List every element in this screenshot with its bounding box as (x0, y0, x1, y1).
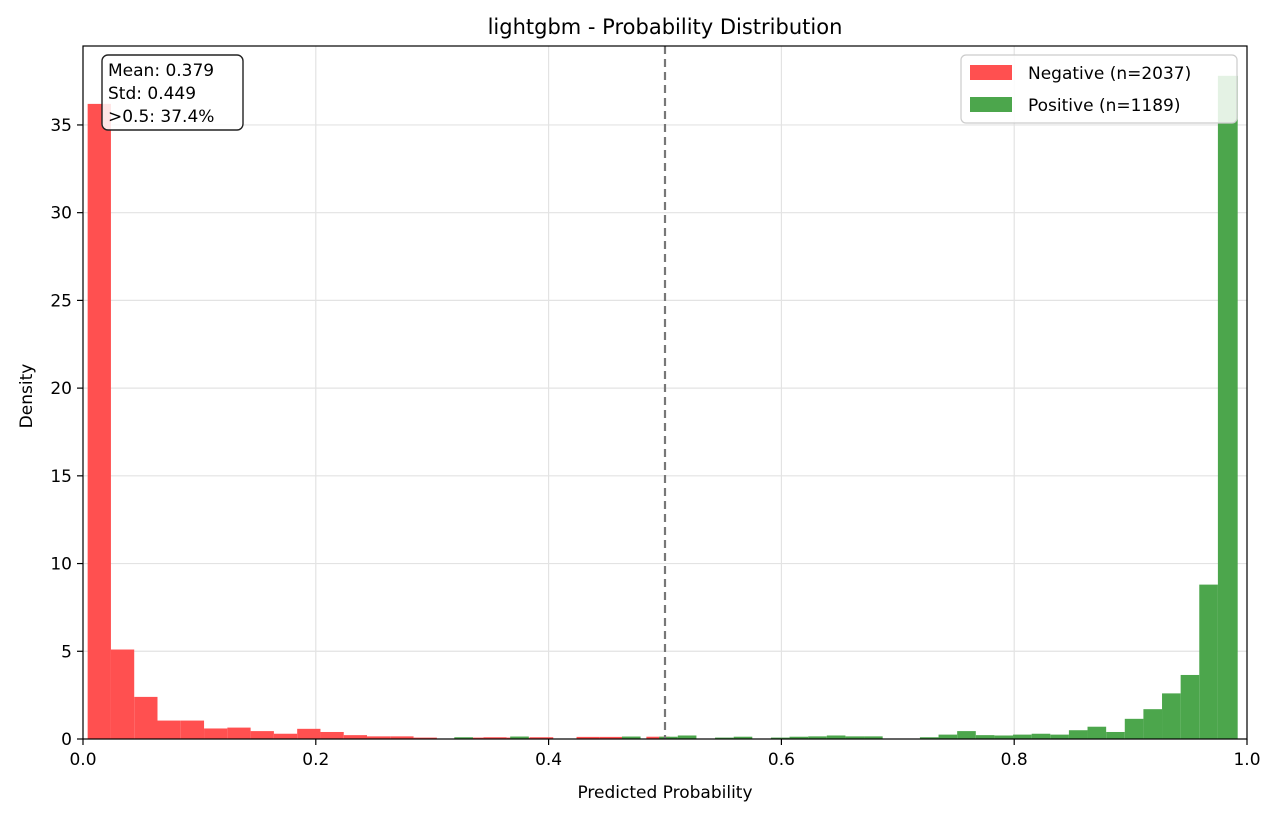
x-tick-label: 0.4 (535, 750, 562, 770)
positive-bar (1124, 718, 1144, 739)
stats-box: Mean: 0.379 Std: 0.449 >0.5: 37.4% (101, 54, 244, 131)
chart-title: lightgbm - Probability Distribution (488, 15, 843, 39)
negative-bar (180, 720, 205, 739)
x-tick-label: 0.6 (768, 750, 795, 770)
y-tick-label: 25 (50, 291, 72, 311)
negative-bar (134, 696, 158, 739)
positive-bar (1217, 75, 1238, 739)
x-tick-label: 0.8 (1001, 750, 1028, 770)
x-tick-label: 0.0 (69, 750, 96, 770)
positive-bar (938, 734, 958, 739)
y-axis-label: Density (17, 364, 37, 429)
legend-frame (960, 54, 1238, 124)
positive-bar (864, 736, 883, 739)
negative-bar (250, 731, 274, 739)
negative-bar (576, 736, 600, 739)
positive-bar (1050, 734, 1069, 739)
positive-bar (621, 736, 641, 739)
legend-swatch-negative (970, 65, 1012, 80)
x-axis-ticks: 0.0 0.2 0.4 0.6 0.8 1.0 (69, 739, 1261, 770)
negative-bar (320, 731, 344, 739)
positive-bar (659, 736, 678, 739)
positive-bar (1031, 733, 1051, 739)
y-tick-label: 0 (61, 730, 72, 750)
negative-bars (87, 103, 670, 740)
negative-bar (599, 736, 624, 739)
positive-bar (826, 735, 846, 739)
positive-bar (1013, 734, 1032, 739)
positive-bar (808, 736, 827, 739)
legend: Negative (n=2037) Positive (n=1189) (960, 54, 1238, 124)
positive-bar (770, 737, 790, 739)
negative-bar (413, 737, 437, 739)
positive-bar (454, 737, 473, 739)
negative-bar (483, 737, 507, 739)
positive-bar (677, 735, 697, 739)
legend-label-negative: Negative (n=2037) (1028, 64, 1191, 84)
positive-bar (1068, 730, 1088, 739)
stats-box-frame (101, 54, 244, 131)
positive-bar (845, 736, 865, 739)
y-tick-label: 15 (50, 467, 72, 487)
stats-above-threshold: >0.5: 37.4% (108, 107, 214, 127)
positive-bar (1087, 726, 1107, 739)
negative-bar (87, 103, 111, 740)
y-tick-label: 5 (61, 642, 72, 662)
negative-bar (110, 649, 135, 739)
positive-bar (1106, 731, 1125, 739)
positive-bar (975, 735, 995, 739)
negative-bar (343, 735, 368, 739)
positive-bar (1143, 709, 1163, 739)
negative-bar (227, 727, 251, 739)
positive-bar (957, 731, 976, 739)
positive-bar (994, 735, 1014, 739)
negative-bar (204, 728, 228, 739)
y-tick-label: 20 (50, 379, 72, 399)
y-tick-label: 35 (50, 116, 72, 136)
x-tick-label: 1.0 (1233, 750, 1260, 770)
negative-bar (297, 728, 321, 739)
negative-bar (529, 737, 554, 739)
negative-bar (273, 733, 298, 739)
positive-bar (715, 737, 734, 739)
negative-bar (390, 736, 414, 739)
positive-bar (789, 736, 809, 739)
legend-swatch-positive (970, 97, 1012, 112)
positive-bar (1199, 584, 1218, 739)
positive-bar (1180, 674, 1200, 739)
y-axis-ticks: 0 5 10 15 20 25 30 35 (50, 116, 83, 750)
positive-bar (733, 736, 753, 739)
negative-bar (646, 736, 670, 739)
plot-frame (82, 45, 1248, 740)
histogram-bars (87, 75, 1238, 740)
legend-label-positive: Positive (n=1189) (1028, 96, 1181, 116)
negative-bar (367, 736, 391, 739)
stats-std: Std: 0.449 (108, 84, 196, 104)
x-tick-label: 0.2 (302, 750, 329, 770)
positive-bar (510, 736, 529, 739)
positive-bar (919, 737, 939, 739)
stats-mean: Mean: 0.379 (108, 61, 214, 81)
x-axis-label: Predicted Probability (577, 783, 752, 803)
y-tick-label: 10 (50, 555, 72, 575)
y-tick-label: 30 (50, 204, 72, 224)
positive-bars (454, 75, 1238, 739)
positive-bar (1162, 693, 1181, 739)
negative-bar (157, 720, 181, 739)
